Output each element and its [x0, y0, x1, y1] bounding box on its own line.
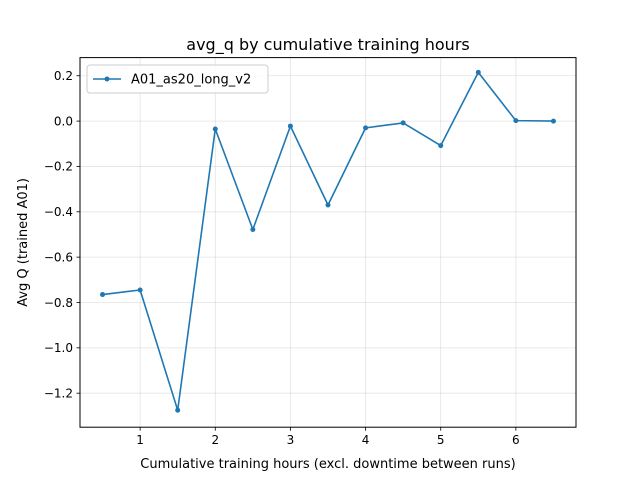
y-axis-ticks: 0.2 0.0 −0.2 −0.4 −0.6 −0.8 −1.0 −1.2	[44, 69, 80, 400]
x-tick-label: 4	[362, 433, 370, 447]
y-tick-label: −1.0	[44, 341, 73, 355]
plot-area-frame	[79, 57, 577, 428]
data-point	[100, 292, 106, 298]
x-tick-label: 2	[211, 433, 219, 447]
data-point	[475, 69, 481, 75]
data-point	[212, 126, 218, 132]
data-point	[137, 287, 143, 293]
x-tick-label: 5	[437, 433, 445, 447]
data-point	[250, 226, 256, 232]
legend: A01_as20_long_v2	[86, 64, 269, 94]
y-tick-label: 0.2	[54, 69, 73, 83]
data-point	[363, 125, 369, 131]
chart-title: avg_q by cumulative training hours	[186, 35, 469, 55]
data-point	[175, 407, 181, 413]
x-axis-ticks: 1 2 3 4 5 6	[136, 427, 520, 447]
x-tick-label: 1	[136, 433, 144, 447]
y-tick-label: −0.2	[44, 160, 73, 174]
data-point	[325, 202, 331, 208]
data-point	[287, 123, 293, 129]
x-tick-label: 3	[287, 433, 295, 447]
grid-lines	[80, 57, 576, 428]
y-tick-label: −0.6	[44, 250, 73, 264]
data-point	[513, 118, 519, 124]
legend-entry-label: A01_as20_long_v2	[131, 73, 251, 88]
y-tick-label: −1.2	[44, 386, 73, 400]
x-axis-label: Cumulative training hours (excl. downtim…	[140, 457, 515, 472]
y-tick-label: −0.8	[44, 296, 73, 310]
y-tick-label: −0.4	[44, 205, 73, 219]
y-axis-label: Avg Q (trained A01)	[16, 178, 31, 307]
data-point	[550, 118, 556, 124]
series-layer	[100, 69, 556, 413]
data-point	[400, 120, 406, 126]
legend-marker-swatch	[104, 76, 110, 82]
x-tick-label: 6	[512, 433, 520, 447]
legend-box	[86, 64, 269, 94]
y-tick-label: 0.0	[54, 114, 73, 128]
data-point	[438, 143, 444, 149]
